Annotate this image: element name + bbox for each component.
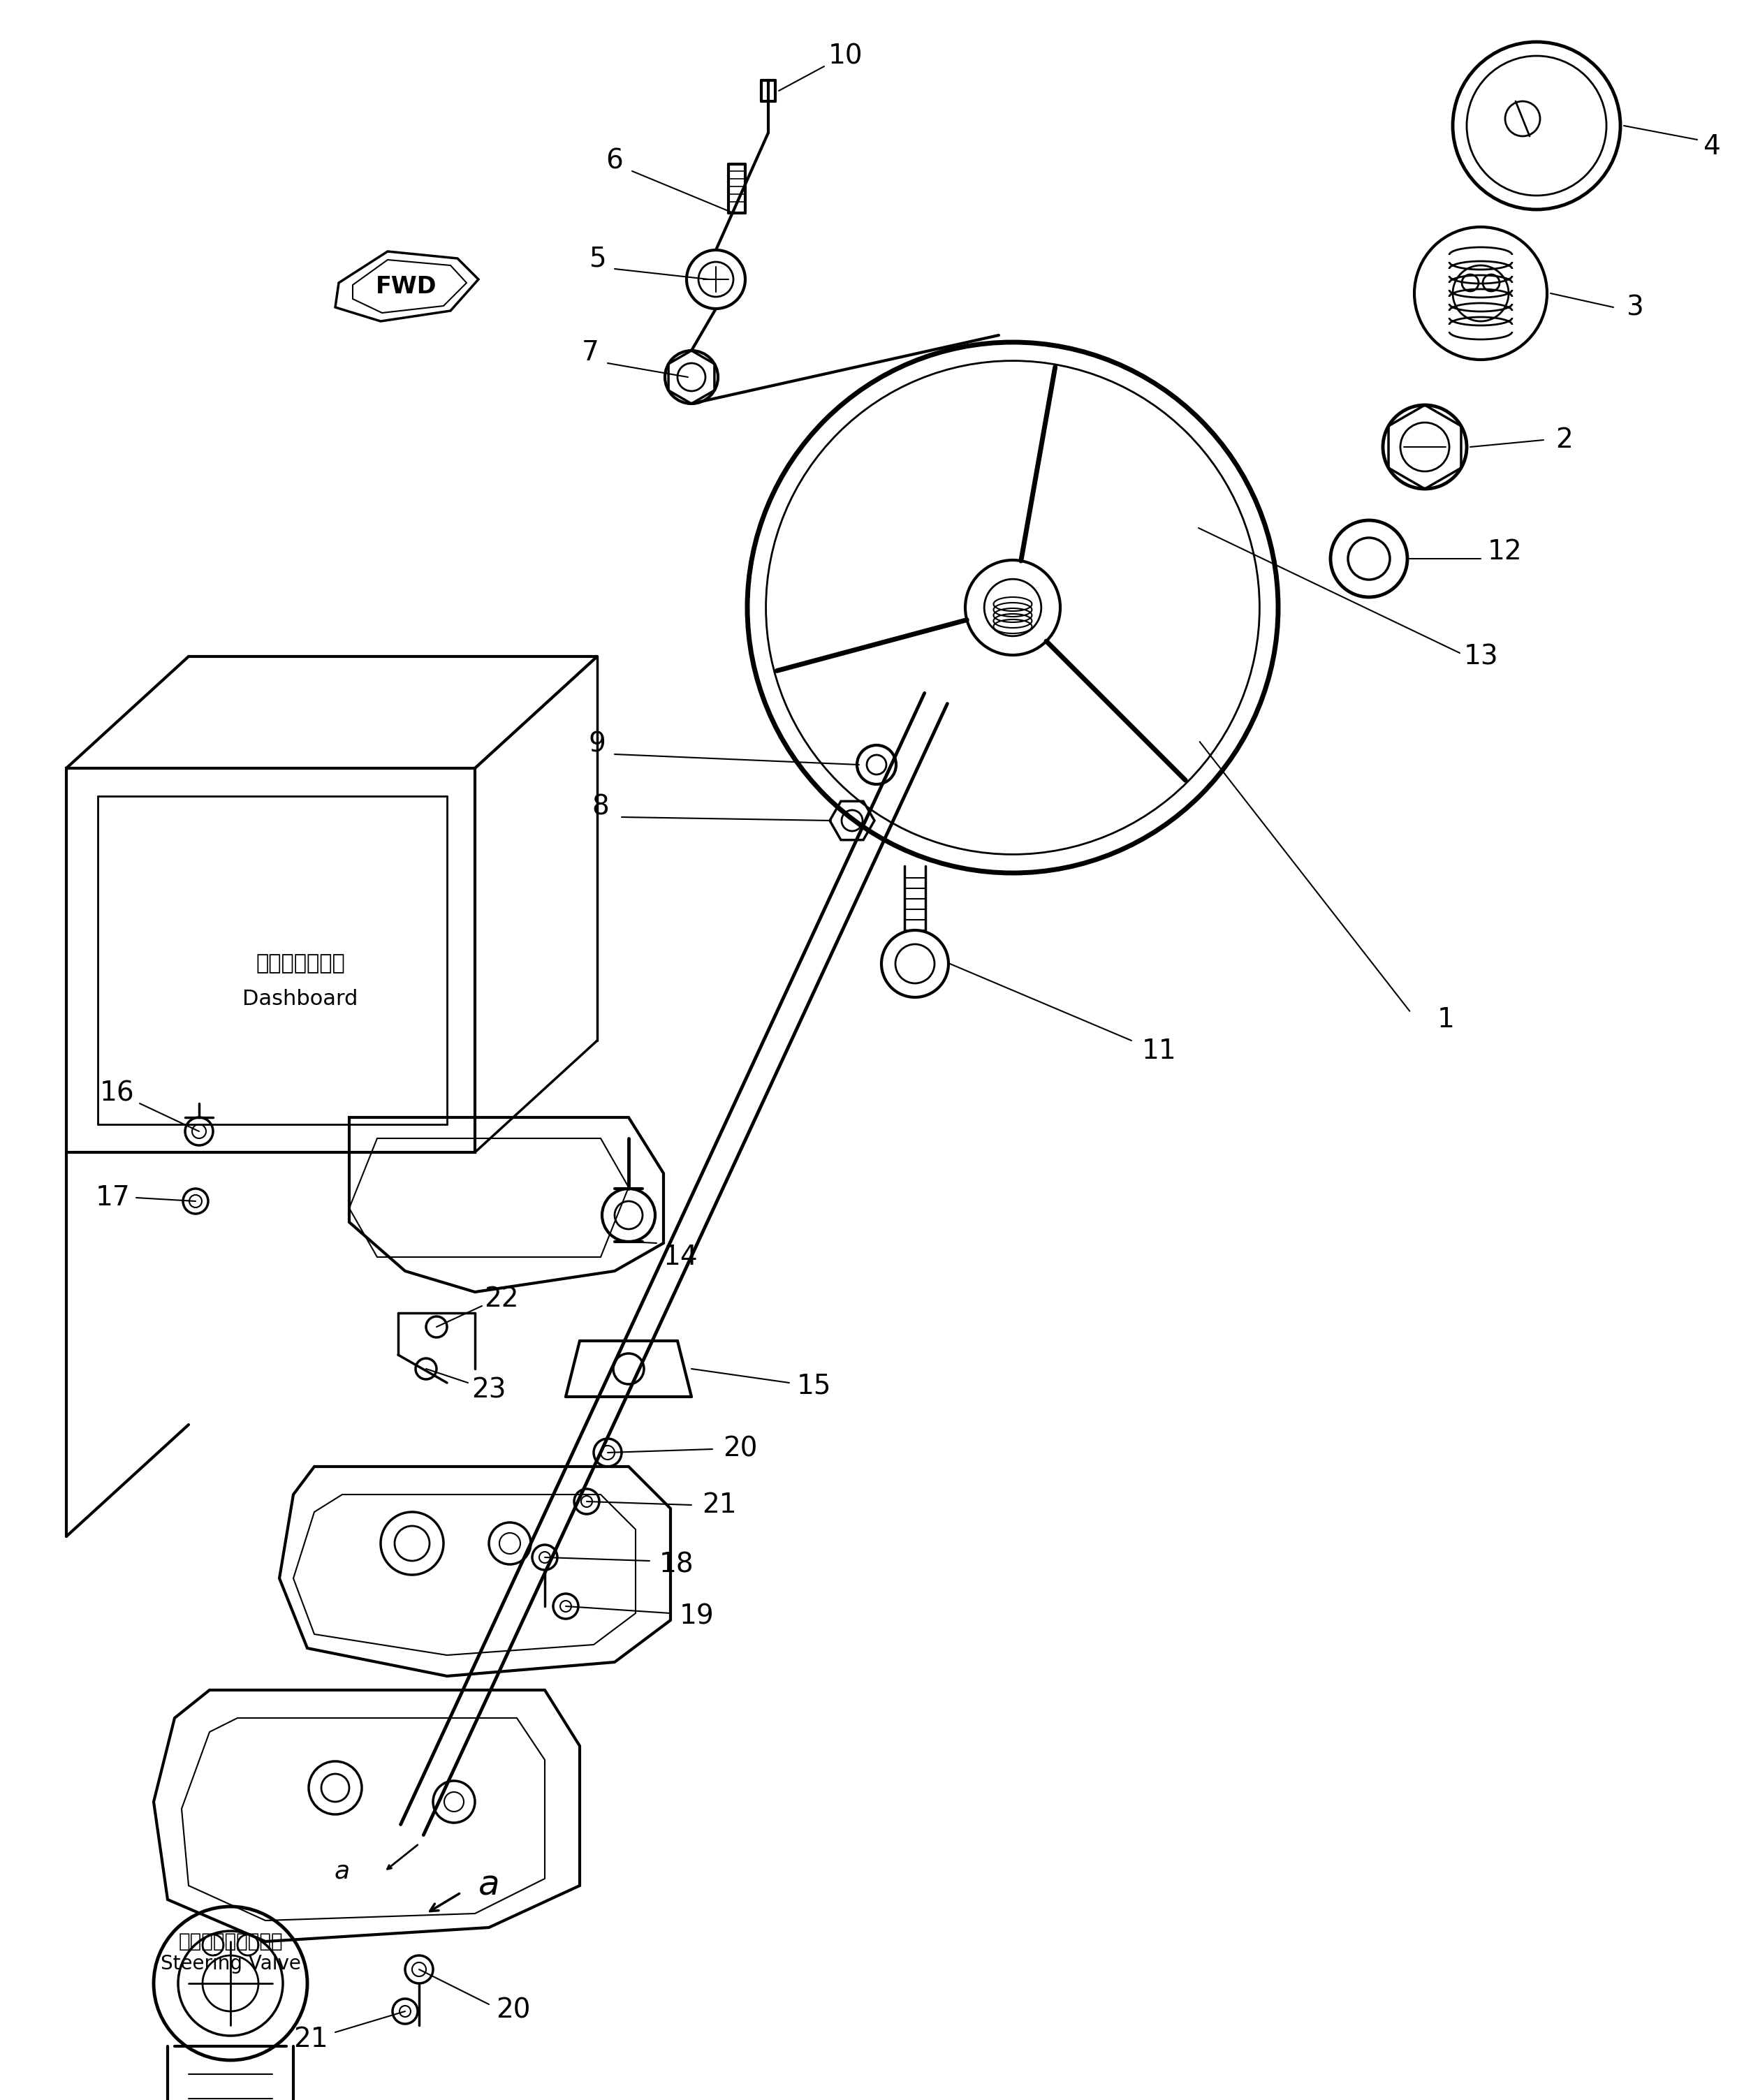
Text: Dashboard: Dashboard: [242, 989, 358, 1008]
Text: 21: 21: [703, 1491, 736, 1518]
Text: 18: 18: [659, 1552, 694, 1577]
Text: 7: 7: [581, 340, 598, 365]
Text: a: a: [478, 1869, 499, 1903]
Text: 14: 14: [664, 1243, 698, 1270]
Text: Steering Valve: Steering Valve: [160, 1953, 300, 1974]
Text: 19: 19: [680, 1604, 715, 1630]
Text: 21: 21: [293, 2026, 328, 2052]
Text: FWD: FWD: [377, 275, 438, 298]
Text: 23: 23: [471, 1376, 506, 1403]
Text: 1: 1: [1437, 1006, 1454, 1033]
Text: 11: 11: [1142, 1037, 1177, 1065]
Text: 12: 12: [1488, 538, 1523, 565]
Text: 5: 5: [588, 246, 605, 271]
Text: 17: 17: [96, 1184, 131, 1212]
Text: 15: 15: [797, 1373, 830, 1399]
Text: 20: 20: [724, 1436, 757, 1462]
Text: a: a: [335, 1861, 351, 1884]
Text: 22: 22: [485, 1285, 518, 1312]
Text: 3: 3: [1625, 294, 1643, 321]
Text: 16: 16: [99, 1079, 134, 1107]
Text: 4: 4: [1702, 134, 1720, 160]
Text: 6: 6: [605, 147, 623, 174]
Text: 9: 9: [588, 731, 605, 756]
Text: ダッシュボード: ダッシュボード: [256, 953, 345, 974]
Text: 13: 13: [1463, 643, 1498, 670]
Text: 20: 20: [495, 1997, 530, 2022]
Text: 10: 10: [828, 42, 863, 69]
Text: 2: 2: [1556, 426, 1573, 454]
Text: ステアリングバルブ: ステアリングバルブ: [178, 1932, 283, 1951]
Text: 8: 8: [591, 794, 609, 819]
